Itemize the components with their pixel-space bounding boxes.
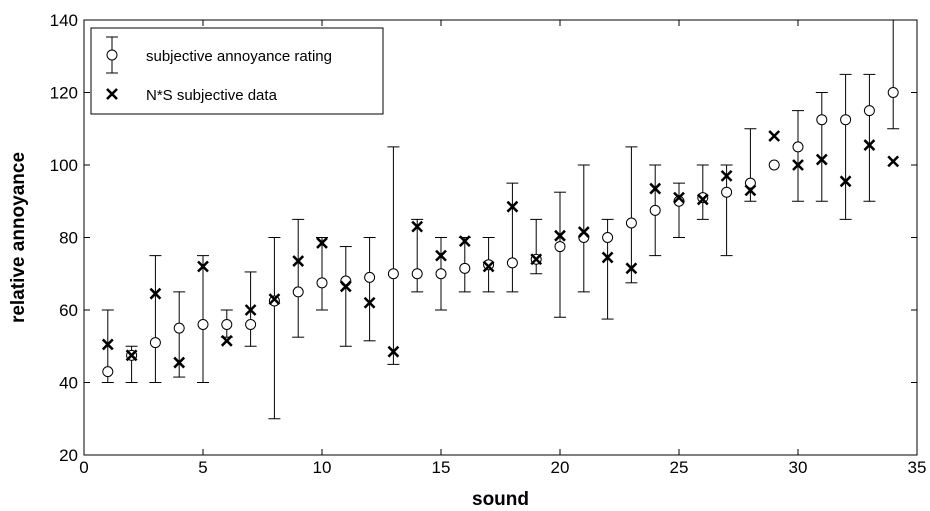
rating-point-12 — [364, 271, 376, 283]
ns-point-15 — [435, 249, 447, 262]
x-tick-label-3: 15 — [432, 458, 451, 477]
rating-point-9 — [292, 286, 304, 298]
ns-point-30 — [792, 159, 804, 171]
ns-point-3 — [149, 287, 162, 300]
ns-point-1 — [101, 338, 114, 351]
x-tick-label-1: 5 — [198, 458, 207, 477]
rating-point-22 — [602, 232, 614, 243]
ns-point-11 — [339, 280, 352, 293]
rating-point-6 — [221, 319, 233, 330]
rating-point-14 — [411, 268, 423, 280]
ns-point-18 — [506, 200, 519, 213]
ns-point-4 — [173, 356, 186, 369]
ns-point-20 — [554, 229, 566, 242]
ns-point-10 — [316, 237, 328, 249]
y-tick-label-3: 80 — [59, 229, 78, 248]
data-markers — [101, 87, 900, 378]
rating-point-28 — [744, 177, 756, 189]
ns-point-17 — [482, 260, 495, 273]
rating-point-32 — [840, 114, 852, 126]
ns-point-26 — [696, 193, 709, 206]
ns-point-29 — [768, 130, 781, 142]
x-tick-label-4: 20 — [551, 458, 570, 477]
legend-entry-ns: N*S subjective data — [146, 87, 278, 104]
ns-point-14 — [411, 220, 424, 233]
rating-point-16 — [459, 262, 471, 274]
ns-point-5 — [197, 260, 209, 273]
ns-point-7 — [244, 304, 257, 316]
rating-point-4 — [173, 322, 185, 334]
x-tick-label-0: 0 — [79, 458, 88, 477]
ns-point-8 — [268, 293, 281, 306]
legend-symbol-rating — [106, 36, 118, 74]
ns-point-23 — [625, 262, 638, 275]
legend-circle-marker — [106, 49, 118, 61]
rating-point-27 — [721, 186, 733, 198]
ns-point-16 — [458, 235, 471, 248]
rating-point-1 — [102, 366, 114, 378]
legend-symbol-ns — [106, 88, 118, 100]
y-tick-label-0: 20 — [59, 446, 78, 465]
ns-point-25 — [673, 191, 685, 204]
y-tick-label-6: 140 — [50, 11, 78, 30]
axis-ticks: 0 5 10 15 20 25 30 35 20 40 60 80 100 120 140 — [50, 11, 927, 477]
x-tick-label-2: 10 — [313, 458, 332, 477]
rating-point-3 — [149, 337, 161, 349]
ns-point-34 — [887, 155, 900, 168]
rating-point-29 — [768, 159, 780, 171]
rating-point-10 — [316, 277, 328, 289]
y-axis-label: relative annoyance — [8, 152, 29, 323]
legend-box — [90, 27, 384, 115]
rating-point-26 — [697, 192, 709, 204]
rating-point-17 — [483, 259, 495, 271]
ns-point-31 — [815, 153, 828, 166]
rating-point-7 — [245, 319, 257, 330]
rating-point-15 — [435, 268, 447, 280]
rating-point-8 — [268, 295, 280, 307]
legend-x-marker — [106, 88, 118, 100]
y-tick-label-4: 100 — [50, 156, 78, 175]
x-tick-label-6: 30 — [789, 458, 808, 477]
x-axis-label: sound — [472, 489, 529, 510]
rating-point-23 — [625, 217, 637, 229]
ns-point-21 — [577, 226, 590, 238]
rating-point-33 — [863, 105, 875, 117]
ns-point-13 — [387, 345, 400, 358]
ns-point-32 — [839, 175, 852, 188]
rating-point-24 — [649, 204, 661, 216]
ns-point-24 — [649, 182, 662, 195]
legend-entry-rating: subjective annoyance rating — [146, 48, 332, 65]
rating-point-30 — [792, 141, 804, 153]
ns-point-33 — [863, 139, 876, 151]
rating-point-34 — [887, 87, 899, 98]
ns-point-12 — [363, 296, 376, 309]
y-tick-label-5: 120 — [50, 84, 78, 103]
ns-point-27 — [720, 169, 733, 182]
y-tick-label-2: 60 — [59, 301, 78, 320]
ns-point-19 — [530, 253, 543, 266]
rating-point-18 — [506, 257, 518, 269]
x-tick-label-5: 25 — [670, 458, 689, 477]
rating-point-31 — [816, 114, 828, 126]
ns-point-28 — [744, 184, 757, 197]
ns-point-2 — [125, 349, 138, 362]
x-tick-label-7: 35 — [908, 458, 927, 477]
ns-point-9 — [292, 255, 305, 267]
ns-point-22 — [601, 251, 614, 264]
legend: subjective annoyance rating N*S subjecti… — [90, 27, 384, 115]
rating-point-5 — [197, 319, 209, 330]
ns-point-6 — [220, 334, 233, 347]
y-tick-label-1: 40 — [59, 374, 78, 393]
rating-point-20 — [554, 241, 566, 253]
rating-point-13 — [387, 268, 399, 280]
